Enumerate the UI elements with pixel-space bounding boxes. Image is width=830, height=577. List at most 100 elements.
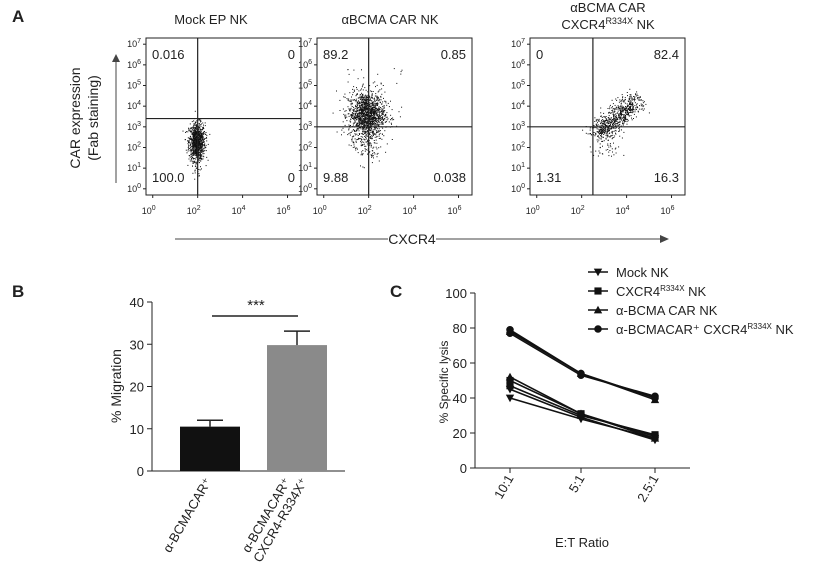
- flow-event-dot: [632, 106, 634, 107]
- flow-event-dot: [634, 99, 636, 101]
- legend-label-name: α-BCMA CAR NK: [616, 303, 718, 318]
- flow-event-dot: [196, 146, 197, 148]
- flow-event-dot: [366, 125, 368, 127]
- flow-event-dot: [354, 99, 355, 101]
- flow-event-dot: [615, 106, 617, 108]
- flow-event-dot: [194, 158, 196, 159]
- flow-event-dot: [605, 138, 607, 140]
- flow-event-dot: [347, 99, 349, 101]
- flow-event-dot: [197, 150, 199, 152]
- flow-tick-base: 10: [127, 81, 137, 91]
- quadrant-label-upper-left: 0: [536, 47, 543, 62]
- flow-event-dot: [373, 129, 375, 131]
- flow-event-dot: [609, 136, 611, 138]
- flow-event-dot: [359, 113, 361, 115]
- flow-event-dot: [353, 115, 355, 117]
- flow-tick-exp: 7: [137, 38, 141, 45]
- flow-event-dot: [611, 125, 613, 127]
- flow-event-dot: [371, 156, 373, 158]
- flow-event-dot: [631, 104, 633, 106]
- flow-event-dot: [356, 109, 358, 111]
- flow-event-dot: [358, 133, 360, 134]
- flow-event-dot: [378, 108, 380, 110]
- flow-event-dot: [358, 125, 359, 127]
- flow-event-dot: [362, 114, 364, 116]
- flow-event-dot: [365, 117, 367, 119]
- flow-event-dot: [600, 124, 602, 126]
- flow-event-dot: [360, 142, 362, 144]
- flow-event-dot: [199, 152, 201, 154]
- flow-event-dot: [605, 116, 607, 117]
- flow-event-dot: [609, 128, 610, 130]
- flow-event-dot: [374, 142, 376, 144]
- flow-tick-base: 10: [298, 60, 308, 70]
- flow-event-dot: [359, 127, 361, 129]
- flow-event-dot: [631, 97, 633, 99]
- line-y-tick-label: 20: [453, 426, 467, 441]
- flow-event-dot: [363, 115, 364, 117]
- flow-tick-exp: 6: [137, 59, 141, 66]
- flow-event-dot: [371, 95, 373, 97]
- flow-event-dot: [205, 144, 207, 146]
- flow-event-dot: [370, 110, 371, 112]
- flow-event-dot: [633, 96, 635, 97]
- flow-event-dot: [604, 132, 606, 134]
- flow-event-dot: [362, 132, 363, 134]
- flow-event-dot: [369, 142, 371, 144]
- flow-event-dot: [360, 97, 362, 99]
- flow-event-dot: [598, 137, 600, 139]
- flow-event-dot: [618, 115, 620, 117]
- flow-event-dot: [626, 111, 628, 113]
- flow-event-dot: [608, 155, 610, 157]
- flow-event-dot: [367, 109, 368, 111]
- flow-event-dot: [361, 109, 363, 111]
- flow-event-dot: [188, 140, 190, 142]
- flow-event-dot: [354, 117, 356, 118]
- flow-event-dot: [369, 105, 371, 107]
- flow-event-dot: [624, 108, 626, 109]
- flow-event-dot: [619, 122, 621, 124]
- flow-event-dot: [349, 110, 351, 112]
- flow-event-dot: [202, 146, 203, 148]
- flow-y-tick-label: 102: [298, 141, 312, 152]
- flow-event-dot: [601, 116, 603, 118]
- flow-event-dot: [390, 100, 391, 102]
- flow-event-dot: [624, 116, 625, 118]
- flow-event-dot: [376, 109, 378, 111]
- flow-event-dot: [204, 149, 206, 151]
- flow-event-dot: [371, 131, 373, 133]
- flow-event-dot: [596, 131, 598, 133]
- flow-event-dot: [598, 120, 600, 122]
- flow-panel-title-line1: αBCMA CAR: [570, 0, 645, 15]
- flow-event-dot: [625, 119, 627, 121]
- flow-event-dot: [372, 109, 374, 111]
- flow-tick-base: 10: [571, 206, 581, 216]
- flow-event-dot: [614, 129, 616, 131]
- flow-event-dot: [601, 136, 603, 138]
- flow-event-dot: [585, 132, 587, 134]
- flow-event-dot: [625, 113, 627, 115]
- flow-x-tick-label: 104: [403, 205, 417, 216]
- flow-event-dot: [201, 145, 203, 147]
- flow-event-dot: [363, 119, 365, 121]
- flow-event-dot: [202, 153, 204, 155]
- flow-event-dot: [366, 135, 368, 137]
- bar-y-tick-label: 10: [130, 422, 144, 437]
- flow-event-dot: [631, 112, 633, 114]
- flow-event-dot: [190, 143, 191, 145]
- flow-event-dot: [194, 130, 196, 132]
- flow-event-dot: [619, 129, 621, 131]
- flow-event-dot: [358, 127, 360, 129]
- flow-event-dot: [613, 122, 614, 124]
- flow-event-dot: [606, 118, 608, 120]
- flow-event-dot: [204, 144, 205, 146]
- flow-event-dot: [187, 150, 189, 152]
- flow-event-dot: [623, 114, 625, 116]
- marker-circle: [594, 325, 602, 333]
- flow-event-dot: [376, 153, 378, 155]
- flow-event-dot: [356, 125, 358, 127]
- flow-tick-base: 10: [313, 206, 323, 216]
- flow-event-dot: [378, 160, 380, 162]
- flow-event-dot: [378, 121, 380, 123]
- flow-event-dot: [600, 132, 601, 134]
